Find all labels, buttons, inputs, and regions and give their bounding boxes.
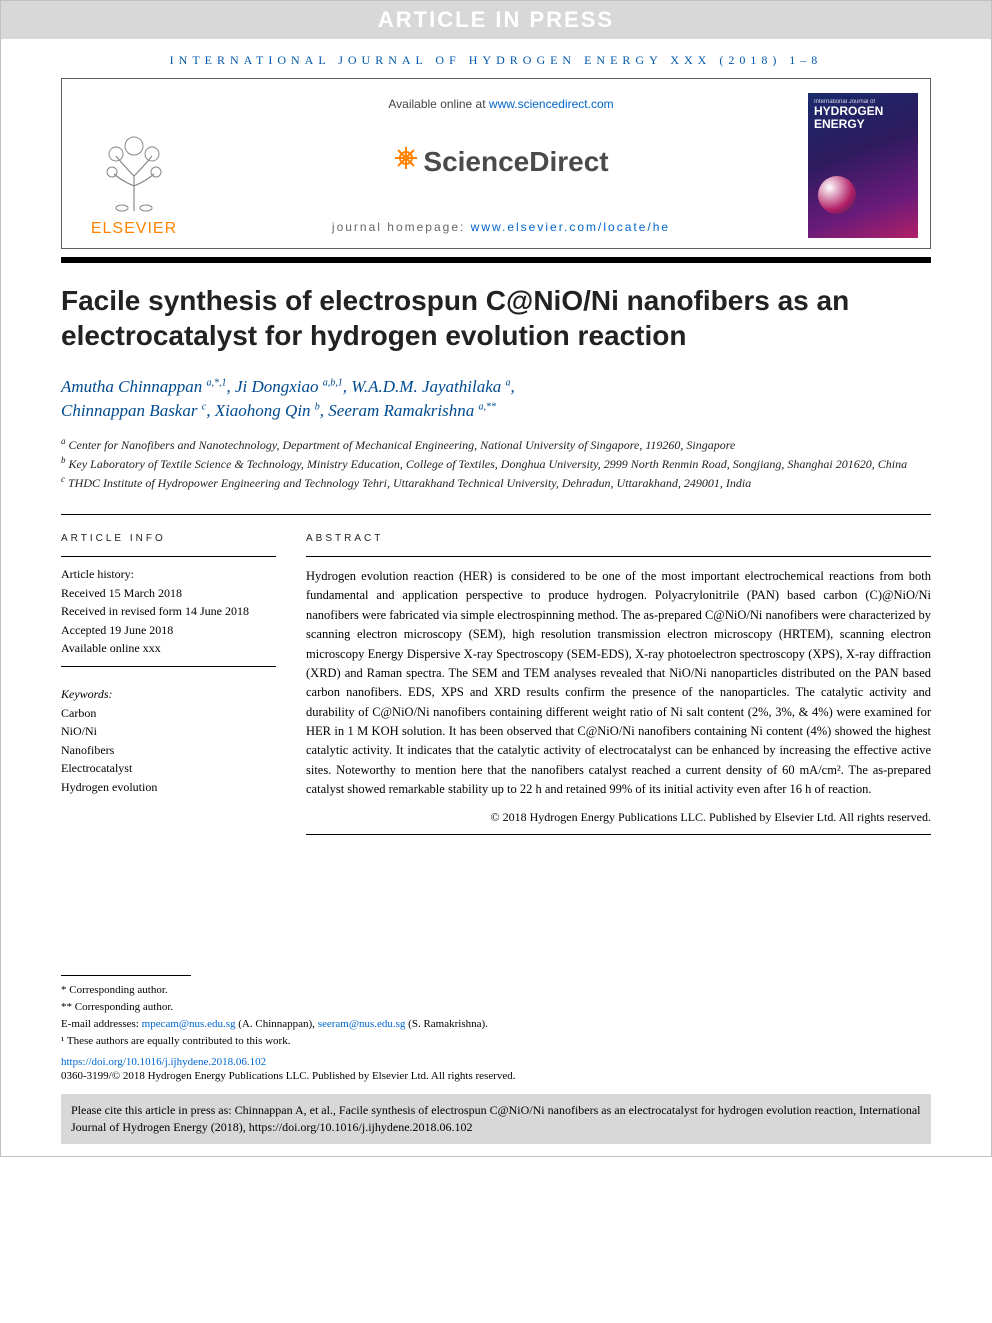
sciencedirect-wordmark: ScienceDirect — [423, 146, 608, 178]
author-email-link[interactable]: seeram@nus.edu.sg — [318, 1018, 406, 1030]
affiliation-text: Center for Nanofibers and Nanotechnology… — [69, 438, 736, 452]
equal-contribution-note: ¹ These authors are equally contributed … — [61, 1033, 931, 1050]
author-name: W.A.D.M. Jayathilaka — [351, 377, 501, 396]
history-label: Article history: — [61, 565, 276, 584]
issn-copyright-line: 0360-3199/© 2018 Hydrogen Energy Publica… — [61, 1070, 931, 1082]
doi-link[interactable]: https://doi.org/10.1016/j.ijhydene.2018.… — [61, 1056, 266, 1068]
footnote-separator — [61, 975, 191, 976]
thin-divider — [61, 666, 276, 667]
affiliation-text: Key Laboratory of Textile Science & Tech… — [69, 457, 908, 471]
article-content: Facile synthesis of electrospun C@NiO/Ni… — [61, 283, 931, 1082]
affiliation-item: b Key Laboratory of Textile Science & Te… — [61, 454, 931, 473]
author-name: Xiaohong Qin — [215, 401, 311, 420]
keyword-item: Carbon — [61, 704, 276, 723]
masthead-box: ELSEVIER Available online at www.science… — [61, 78, 931, 249]
history-online: Available online xxx — [61, 639, 276, 658]
homepage-prefix: journal homepage: — [332, 220, 471, 234]
cover-title-line2: ENERGY — [814, 118, 912, 131]
affiliation-list: a Center for Nanofibers and Nanotechnolo… — [61, 435, 931, 492]
elsevier-logo-block: ELSEVIER — [74, 93, 194, 238]
author-affil-sup: a — [506, 377, 511, 388]
affiliation-item: a Center for Nanofibers and Nanotechnolo… — [61, 435, 931, 454]
email-name: (S. Ramakrishna). — [405, 1018, 487, 1030]
journal-running-header: INTERNATIONAL JOURNAL OF HYDROGEN ENERGY… — [1, 39, 991, 78]
article-history-block: Article history: Received 15 March 2018 … — [61, 565, 276, 667]
thin-divider — [61, 556, 276, 557]
keyword-item: Electrocatalyst — [61, 759, 276, 778]
email-name: (A. Chinnappan), — [236, 1018, 318, 1030]
sciencedirect-logo: ScienceDirect — [393, 145, 608, 178]
page-wrapper: ARTICLE IN PRESS INTERNATIONAL JOURNAL O… — [0, 0, 992, 1157]
email-prefix: E-mail addresses: — [61, 1018, 142, 1030]
author-affil-sup: a,b,1 — [323, 377, 343, 388]
journal-homepage-link[interactable]: www.elsevier.com/locate/he — [471, 220, 670, 234]
keywords-label: Keywords: — [61, 685, 276, 704]
masthead-center: Available online at www.sciencedirect.co… — [194, 93, 808, 238]
citation-box: Please cite this article in press as: Ch… — [61, 1094, 931, 1144]
affiliation-item: c THDC Institute of Hydropower Engineeri… — [61, 473, 931, 492]
info-abstract-row: ARTICLE INFO Article history: Received 1… — [61, 531, 931, 836]
keyword-item: Hydrogen evolution — [61, 778, 276, 797]
sciencedirect-url-link[interactable]: www.sciencedirect.com — [489, 97, 614, 111]
article-title: Facile synthesis of electrospun C@NiO/Ni… — [61, 283, 931, 353]
available-prefix: Available online at — [388, 97, 489, 111]
abstract-copyright: © 2018 Hydrogen Energy Publications LLC.… — [306, 808, 931, 827]
abstract-column: ABSTRACT Hydrogen evolution reaction (HE… — [306, 531, 931, 836]
doi-line: https://doi.org/10.1016/j.ijhydene.2018.… — [61, 1056, 931, 1068]
elsevier-wordmark: ELSEVIER — [91, 220, 177, 238]
author-affil-sup: a,** — [478, 401, 496, 412]
author-name: Amutha Chinnappan — [61, 377, 202, 396]
journal-cover-thumbnail: International Journal of HYDROGEN ENERGY — [808, 93, 918, 238]
journal-homepage-line: journal homepage: www.elsevier.com/locat… — [332, 220, 670, 234]
cover-graphic-icon — [818, 176, 856, 214]
footnotes-block: * Corresponding author. ** Corresponding… — [61, 982, 931, 1050]
history-revised: Received in revised form 14 June 2018 — [61, 602, 276, 621]
author-name: Chinnappan Baskar — [61, 401, 197, 420]
article-info-label: ARTICLE INFO — [61, 531, 276, 547]
thin-divider — [306, 834, 931, 835]
history-accepted: Accepted 19 June 2018 — [61, 621, 276, 640]
corresponding-author-1: * Corresponding author. — [61, 982, 931, 999]
email-line: E-mail addresses: mpecam@nus.edu.sg (A. … — [61, 1016, 931, 1033]
history-received: Received 15 March 2018 — [61, 584, 276, 603]
sciencedirect-guide-icon — [393, 145, 419, 178]
author-name: Seeram Ramakrishna — [328, 401, 474, 420]
keywords-block: Keywords: Carbon NiO/Ni Nanofibers Elect… — [61, 685, 276, 797]
author-email-link[interactable]: mpecam@nus.edu.sg — [142, 1018, 236, 1030]
available-online-line: Available online at www.sciencedirect.co… — [388, 97, 613, 111]
author-affil-sup: b — [315, 401, 320, 412]
thin-divider — [61, 514, 931, 515]
author-affil-sup: a,*,1 — [206, 377, 226, 388]
author-name: Ji Dongxiao — [235, 377, 319, 396]
abstract-text: Hydrogen evolution reaction (HER) is con… — [306, 567, 931, 800]
affiliation-text: THDC Institute of Hydropower Engineering… — [68, 476, 751, 490]
cover-small-line: International Journal of — [814, 99, 912, 105]
keyword-item: NiO/Ni — [61, 722, 276, 741]
abstract-label: ABSTRACT — [306, 531, 931, 547]
article-in-press-bar: ARTICLE IN PRESS — [1, 1, 991, 39]
keyword-item: Nanofibers — [61, 741, 276, 760]
thick-divider — [61, 257, 931, 263]
thin-divider — [306, 556, 931, 557]
corresponding-author-2: ** Corresponding author. — [61, 999, 931, 1016]
author-affil-sup: c — [202, 401, 206, 412]
article-info-column: ARTICLE INFO Article history: Received 1… — [61, 531, 276, 836]
elsevier-tree-icon — [94, 126, 174, 216]
author-list: Amutha Chinnappan a,*,1, Ji Dongxiao a,b… — [61, 375, 931, 423]
